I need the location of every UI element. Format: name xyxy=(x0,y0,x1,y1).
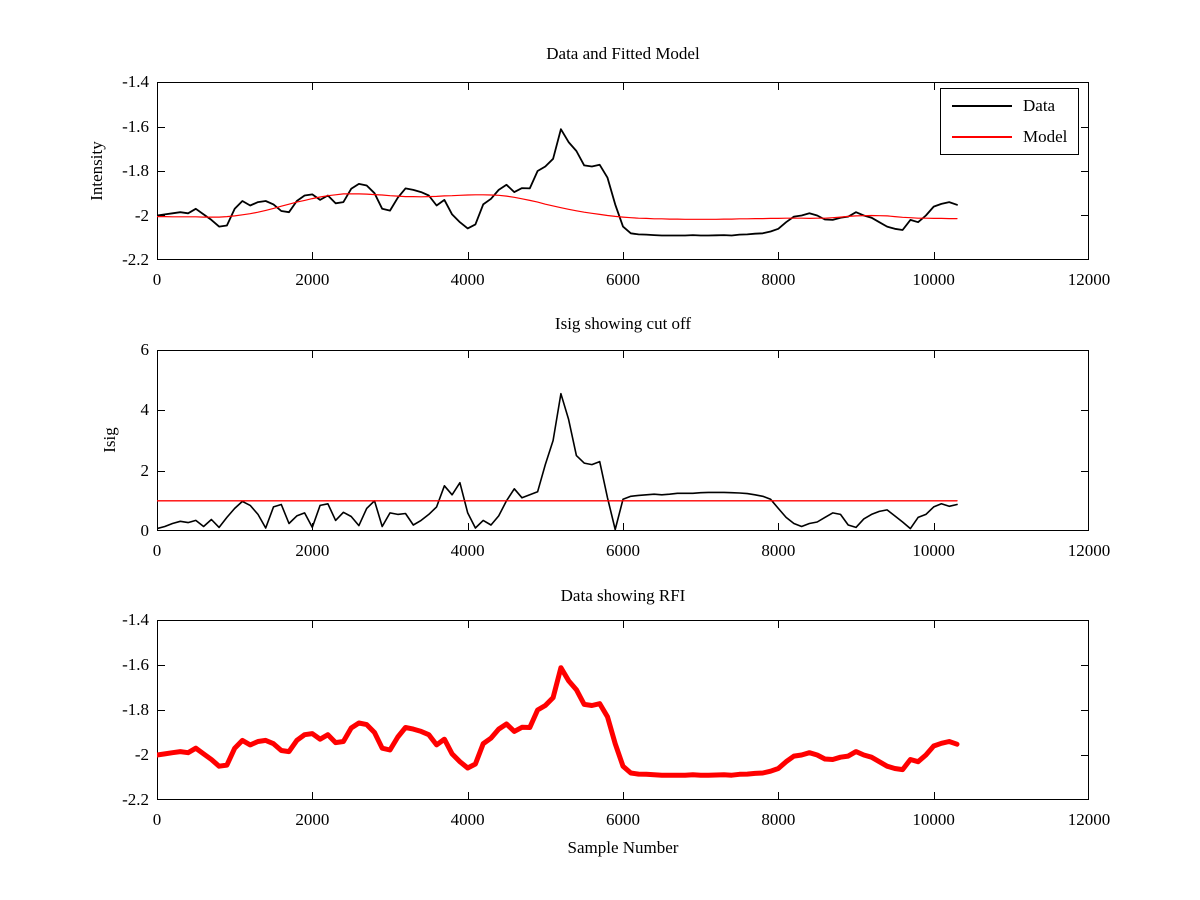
subplot1-plot-area xyxy=(157,82,1089,260)
x-tick-label: 2000 xyxy=(295,270,330,289)
y-tick-label: -1.8 xyxy=(122,700,149,719)
legend-entry-data: Data xyxy=(941,92,1078,120)
y-tick-label: -2 xyxy=(134,205,149,225)
series-data xyxy=(157,128,958,237)
x-tick-label: 2000 xyxy=(295,541,330,560)
legend-box: Data Model xyxy=(940,88,1079,155)
legend-line-sample-black xyxy=(952,105,1012,107)
series-data-with-rfi xyxy=(157,665,960,778)
legend-label-data: Data xyxy=(1023,96,1056,115)
legend-line-sample-red xyxy=(952,136,1012,138)
x-tick-label: 6000 xyxy=(606,270,640,289)
x-tick-label: 12000 xyxy=(1067,270,1111,289)
x-axis-label: Sample Number xyxy=(567,838,679,857)
x-tick-label: 8000 xyxy=(761,270,796,289)
y-tick-label: -1.4 xyxy=(122,610,149,629)
x-tick-label: 2000 xyxy=(295,810,330,829)
series-isig xyxy=(157,392,958,531)
subplot2-y-axis-label: Isig xyxy=(100,427,119,453)
series-model xyxy=(157,193,958,220)
x-tick-label: 0 xyxy=(152,541,162,560)
y-tick-label: 0 xyxy=(140,521,150,540)
y-tick-label: 4 xyxy=(140,400,150,420)
y-tick-label: -2 xyxy=(134,745,149,764)
subplot2-canvas xyxy=(157,350,1089,531)
x-tick-label: 0 xyxy=(152,270,162,289)
x-tick-label: 6000 xyxy=(606,810,640,829)
subplot3-canvas xyxy=(157,620,1089,800)
y-tick-label: -2.2 xyxy=(122,250,149,269)
subplot2-title: Isig showing cut off xyxy=(554,314,692,333)
y-tick-label: -1.6 xyxy=(122,116,149,136)
x-tick-label: 10000 xyxy=(912,270,955,289)
y-tick-label: -1.4 xyxy=(122,72,149,91)
x-tick-label: 12000 xyxy=(1067,810,1111,829)
x-tick-label: 8000 xyxy=(761,541,796,560)
y-tick-label: -1.6 xyxy=(122,655,149,674)
x-tick-label: 6000 xyxy=(606,541,640,560)
legend-label-model: Model xyxy=(1023,127,1068,146)
x-tick-label: 12000 xyxy=(1067,541,1111,560)
subplot2-plot-area xyxy=(157,350,1089,531)
x-tick-label: 10000 xyxy=(912,541,955,560)
x-tick-label: 4000 xyxy=(450,810,485,829)
x-tick-label: 10000 xyxy=(912,810,955,829)
x-tick-label: 4000 xyxy=(450,270,485,289)
y-tick-label: -2.2 xyxy=(122,790,149,809)
y-tick-label: 6 xyxy=(140,340,150,359)
x-tick-label: 8000 xyxy=(761,810,796,829)
subplot1-canvas xyxy=(157,82,1089,260)
y-tick-label: -1.8 xyxy=(122,161,149,180)
y-tick-label: 2 xyxy=(140,460,150,480)
subplot3-title: Data showing RFI xyxy=(560,586,686,605)
x-tick-label: 4000 xyxy=(450,541,485,560)
x-tick-label: 0 xyxy=(152,810,162,829)
subplot3-plot-area xyxy=(157,620,1089,800)
legend-entry-model: Model xyxy=(941,123,1078,151)
subplot1-title: Data and Fitted Model xyxy=(546,44,700,63)
